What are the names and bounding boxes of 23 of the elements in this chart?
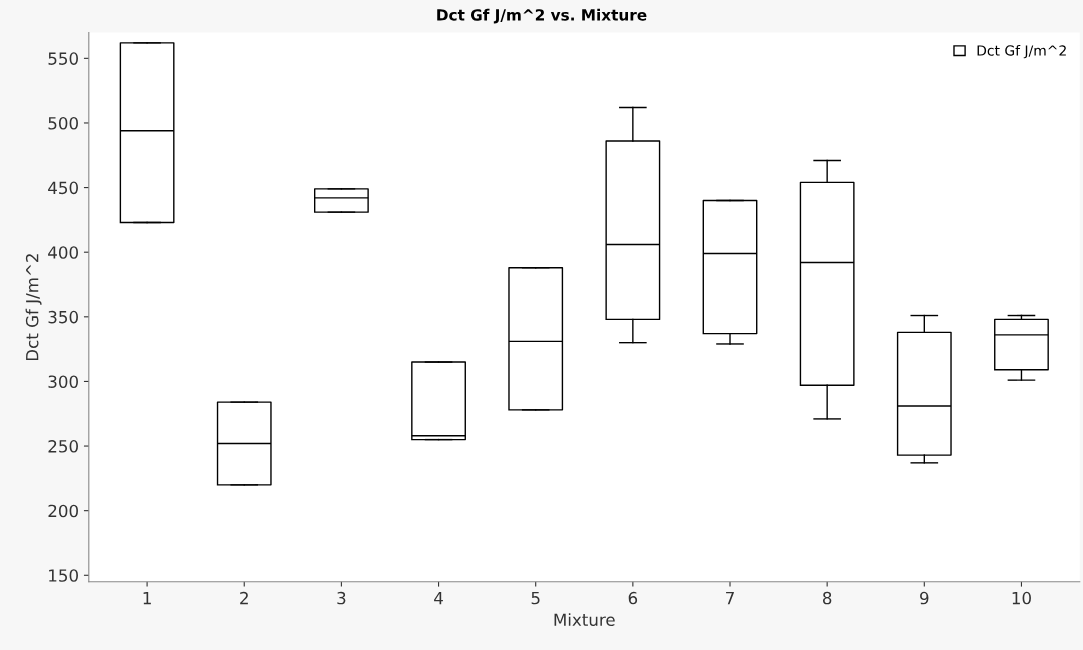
chart-title: Dct Gf J/m^2 vs. Mixture — [437, 8, 647, 24]
y-tick-label: 550 — [48, 52, 78, 65]
y-tick-label: 200 — [48, 504, 78, 518]
x-tick-label: 7 — [726, 591, 734, 605]
x-tick-label: 8 — [822, 591, 832, 605]
y-tick-label: 500 — [48, 116, 78, 130]
y-axis-title: Dct Gf J/m^2 — [25, 254, 42, 361]
y-tick-label: 150 — [49, 569, 78, 582]
x-tick-label: 9 — [920, 591, 929, 605]
x-tick-label: 5 — [531, 591, 540, 605]
y-tick-label: 300 — [48, 375, 78, 388]
x-tick-label: 2 — [240, 591, 248, 605]
x-tick-label: 4 — [434, 591, 443, 605]
y-tick-label: 450 — [48, 181, 78, 195]
x-axis-title: Mixture — [554, 613, 615, 627]
y-tick-label: 250 — [48, 440, 78, 453]
x-tick-label: 10 — [1012, 591, 1031, 605]
x-tick-label: 3 — [337, 591, 346, 605]
y-tick-label: 400 — [48, 246, 78, 259]
y-tick-label: 350 — [48, 310, 78, 324]
x-tick-label: 1 — [143, 591, 151, 605]
x-tick-label: 6 — [628, 591, 638, 605]
legend-label: Dct Gf J/m^2 — [977, 45, 1066, 59]
